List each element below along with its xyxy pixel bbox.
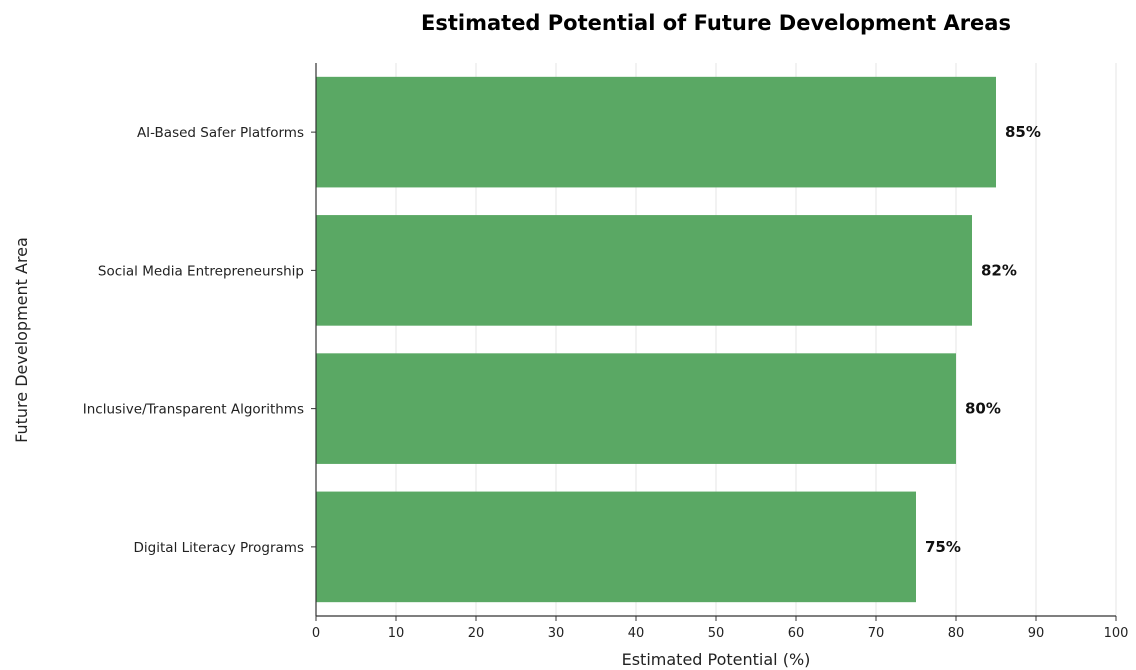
bar-value-label: 85% — [1005, 123, 1041, 141]
x-tick-label: 100 — [1104, 626, 1129, 641]
bar-value-label: 75% — [925, 538, 961, 556]
x-tick-label: 60 — [788, 626, 805, 641]
x-tick-label: 80 — [948, 626, 965, 641]
x-tick-label: 50 — [708, 626, 725, 641]
x-tick-label: 40 — [628, 626, 645, 641]
bar — [316, 76, 996, 188]
category-label: Digital Literacy Programs — [134, 540, 304, 556]
x-axis-label: Estimated Potential (%) — [622, 650, 811, 669]
x-tick-label: 30 — [548, 626, 565, 641]
category-label: Inclusive/Transparent Algorithms — [83, 402, 304, 418]
x-tick-label: 70 — [868, 626, 885, 641]
y-axis-label: Future Development Area — [12, 237, 31, 443]
x-tick-label: 10 — [388, 626, 405, 641]
value-labels: 85% 82% 80% 75% — [925, 123, 1041, 556]
category-label: Social Media Entrepreneurship — [98, 263, 304, 279]
x-tick-label: 0 — [312, 626, 320, 641]
x-ticks: 0 10 20 30 40 50 60 70 80 90 100 — [312, 616, 1129, 641]
category-label: AI-Based Safer Platforms — [137, 125, 304, 141]
x-tick-label: 20 — [468, 626, 485, 641]
bar — [316, 353, 956, 464]
bar-value-label: 82% — [981, 261, 1017, 279]
chart-title: Estimated Potential of Future Developmen… — [421, 11, 1011, 35]
bar-value-label: 80% — [965, 400, 1001, 418]
x-tick-label: 90 — [1028, 626, 1045, 641]
bar — [316, 491, 916, 603]
y-ticks: AI-Based Safer Platforms Social Media Ent… — [83, 125, 316, 556]
bar — [316, 215, 972, 326]
bars — [316, 76, 996, 603]
